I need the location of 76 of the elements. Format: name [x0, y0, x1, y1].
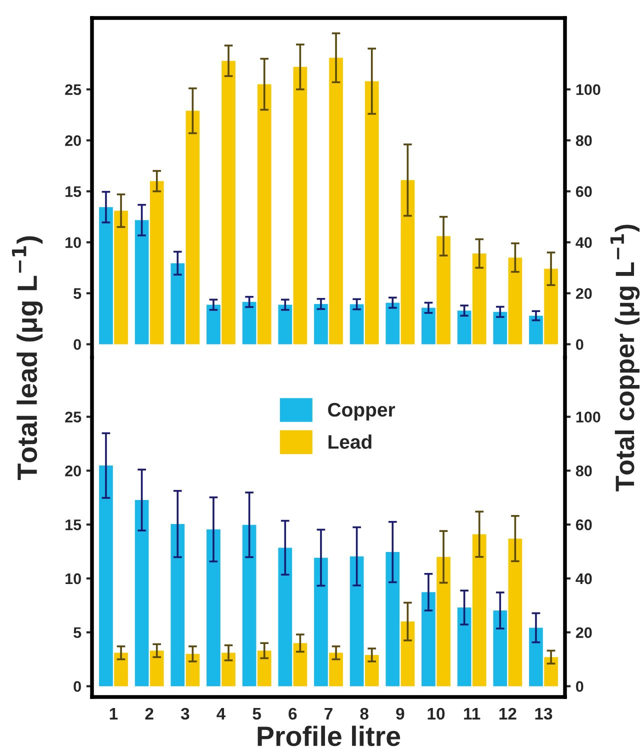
y2-tick-label: 100	[576, 412, 600, 422]
bar	[386, 552, 400, 686]
bar	[364, 654, 379, 686]
y-tick-label: 0	[74, 681, 81, 692]
bar	[278, 304, 292, 344]
y-tick-label: 10	[66, 573, 81, 584]
bar	[508, 258, 522, 344]
x-tick-label: 3	[180, 708, 190, 720]
bar	[329, 652, 343, 686]
y2-tick-label: 20	[576, 288, 592, 299]
bar	[222, 60, 236, 344]
y2-tick-label: 80	[576, 135, 592, 146]
y-tick-label: 25	[65, 84, 82, 96]
legend-label: Lead	[328, 434, 372, 449]
bar	[186, 110, 200, 344]
bar	[257, 84, 272, 344]
y-tick-label: 25	[65, 412, 82, 422]
bar	[186, 654, 200, 686]
y2-tick-label: 60	[576, 186, 592, 198]
x-tick-label: 13	[535, 708, 552, 720]
bar	[99, 466, 113, 686]
y-tick-label: 20	[65, 466, 81, 476]
bar	[544, 268, 558, 344]
bar	[329, 58, 343, 344]
y-tick-label: 0	[74, 339, 81, 350]
y2-axis-title: Total copper (μg L$^{−1}$)	[610, 224, 640, 492]
bar	[400, 180, 415, 344]
bar	[206, 304, 220, 344]
x-tick-label: 6	[288, 708, 297, 720]
x-axis-title: Profile litre	[258, 726, 400, 746]
y2-tick-label: 60	[576, 519, 592, 530]
y-axis-title: Total lead (μg L$^{−1}$)	[12, 236, 43, 480]
bar	[134, 500, 149, 686]
bar	[314, 558, 328, 686]
y-tick-label: 15	[66, 186, 82, 198]
x-tick-label: 11	[464, 708, 480, 720]
bar	[278, 548, 292, 686]
bar	[114, 652, 128, 686]
y2-tick-label: 80	[576, 466, 592, 476]
bar	[222, 652, 236, 686]
x-tick-label: 12	[499, 708, 516, 720]
y2-tick-label: 0	[576, 339, 584, 350]
bar	[170, 524, 185, 686]
bar	[314, 304, 328, 344]
x-tick-label: 4	[216, 708, 226, 720]
y2-tick-label: 20	[576, 627, 592, 638]
y-tick-label: 5	[74, 627, 82, 638]
y-tick-label: 10	[66, 237, 81, 248]
bar	[386, 302, 400, 344]
legend-label: Copper	[328, 402, 396, 420]
bar	[150, 650, 164, 686]
y2-tick-label: 40	[576, 573, 592, 584]
bar	[364, 81, 379, 344]
x-tick-label: 1	[110, 708, 118, 720]
bar	[242, 524, 256, 686]
x-tick-label: 9	[396, 708, 404, 720]
y-tick-label: 20	[65, 135, 81, 146]
bar	[472, 254, 486, 344]
x-tick-label: 2	[145, 708, 154, 720]
x-tick-label: 8	[360, 708, 368, 720]
y-tick-label: 15	[66, 520, 82, 530]
bar	[350, 556, 364, 686]
y2-tick-label: 0	[576, 681, 584, 692]
bar	[350, 304, 364, 344]
bar	[436, 236, 450, 344]
bar	[257, 650, 272, 686]
x-tick-label: 10	[428, 708, 445, 720]
x-tick-label: 7	[324, 708, 332, 720]
bar	[242, 302, 256, 344]
y2-tick-label: 100	[576, 84, 600, 96]
y-tick-label: 5	[74, 288, 82, 299]
bar	[293, 66, 308, 344]
bar	[206, 529, 220, 686]
x-tick-label: 5	[252, 708, 262, 720]
y2-tick-label: 40	[576, 237, 592, 248]
bar	[293, 643, 308, 686]
